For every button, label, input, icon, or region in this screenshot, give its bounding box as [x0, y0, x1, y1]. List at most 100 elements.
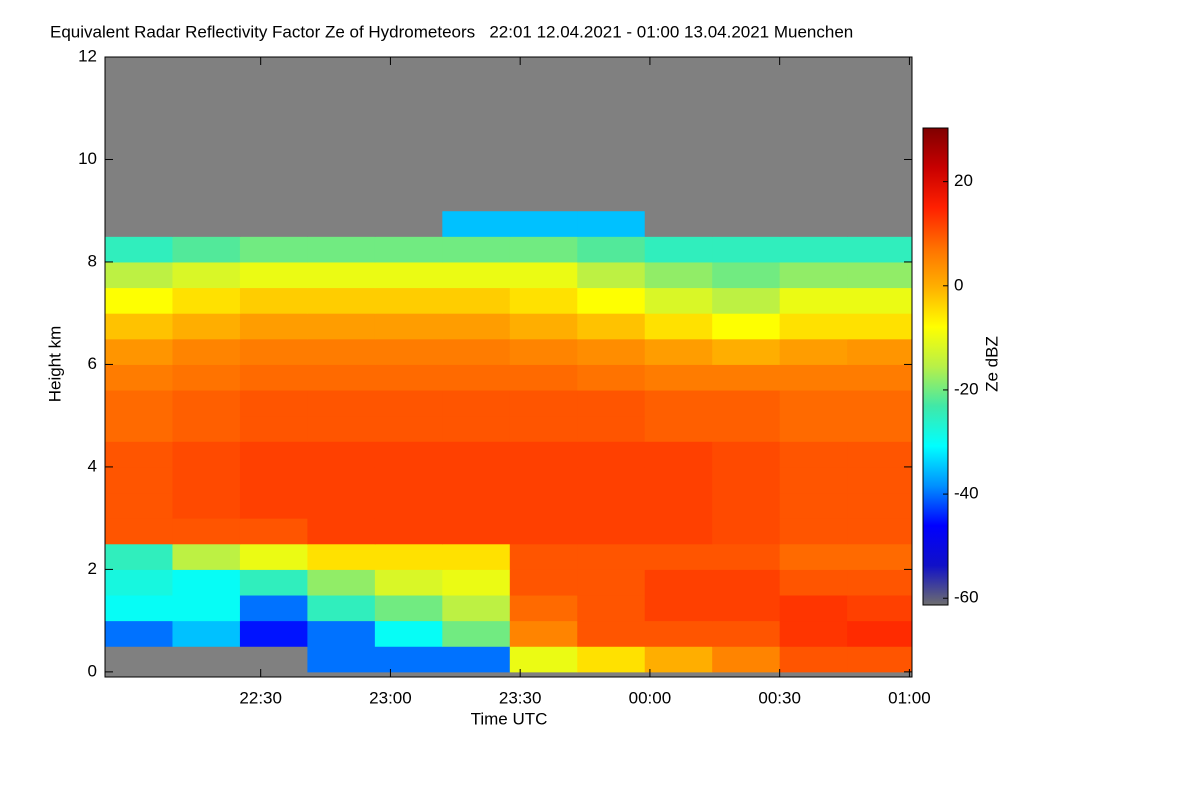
heatmap-cell: [509, 466, 578, 494]
heatmap-cell: [712, 595, 781, 622]
heatmap-cell: [105, 595, 173, 622]
heatmap-cell: [172, 518, 241, 545]
heatmap-cell: [644, 466, 713, 494]
heatmap-cell: [577, 57, 646, 84]
heatmap-cell: [779, 338, 848, 365]
heatmap-cell: [644, 543, 713, 570]
heatmap-cell: [509, 261, 578, 289]
heatmap-cell: [307, 441, 376, 468]
heatmap-cell: [509, 569, 578, 596]
heatmap-cell: [105, 57, 173, 84]
heatmap-cell: [239, 236, 308, 263]
heatmap-cell: [105, 492, 173, 519]
heatmap-cell: [644, 185, 713, 212]
heatmap-cell: [307, 620, 376, 647]
heatmap-cell: [509, 543, 578, 570]
heatmap-cell: [442, 364, 511, 391]
heatmap-cell: [577, 236, 646, 263]
heatmap-cell: [712, 313, 781, 340]
heatmap-cell: [239, 518, 308, 545]
heatmap-cell: [779, 415, 848, 442]
heatmap-cell: [442, 620, 511, 647]
heatmap-cell: [712, 441, 781, 468]
x-tick-label: 01:00: [888, 688, 931, 707]
heatmap-cell: [712, 466, 781, 494]
y-tick-label: 12: [78, 46, 97, 65]
heatmap-cell: [105, 133, 173, 160]
heatmap-cell: [779, 287, 848, 314]
heatmap-cell: [509, 338, 578, 365]
y-tick-label: 0: [88, 661, 97, 680]
heatmap-cell: [644, 595, 713, 622]
heatmap-cell: [712, 287, 781, 314]
heatmap-cell: [577, 569, 646, 596]
heatmap-cell: [239, 82, 308, 109]
heatmap-cell: [847, 441, 913, 468]
heatmap-cell: [374, 595, 443, 622]
heatmap-cell: [374, 159, 443, 186]
heatmap-cell: [712, 210, 781, 237]
heatmap-cell: [577, 210, 646, 237]
heatmap-cell: [779, 569, 848, 596]
heatmap-cell: [172, 82, 241, 109]
heatmap-cell: [509, 287, 578, 314]
x-tick-label: 00:30: [758, 688, 801, 707]
heatmap-cell: [577, 466, 646, 494]
heatmap-cell: [442, 569, 511, 596]
heatmap-cell: [442, 287, 511, 314]
heatmap-cell: [509, 236, 578, 263]
heatmap-cell: [577, 159, 646, 186]
heatmap-cell: [442, 236, 511, 263]
heatmap-cell: [847, 57, 913, 84]
heatmap-cell: [307, 364, 376, 391]
heatmap-cell: [712, 133, 781, 160]
heatmap-cell: [239, 390, 308, 417]
heatmap-cell: [779, 159, 848, 186]
heatmap-cell: [105, 620, 173, 647]
heatmap-cell: [374, 646, 443, 673]
colorbar-tick-label: -20: [954, 379, 979, 398]
heatmap-cell: [105, 569, 173, 596]
plot-frame: [104, 56, 913, 678]
heatmap-cell: [172, 338, 241, 365]
heatmap-cell: [847, 492, 913, 519]
heatmap-cell: [172, 185, 241, 212]
heatmap-cell: [644, 261, 713, 289]
heatmap-cell: [509, 364, 578, 391]
heatmap-cell: [172, 133, 241, 160]
heatmap-cell: [374, 620, 443, 647]
heatmap-cell: [847, 185, 913, 212]
heatmap-cell: [442, 466, 511, 494]
heatmap-cell: [307, 595, 376, 622]
heatmap-cell: [509, 390, 578, 417]
colorbar-tick-label: -60: [954, 588, 979, 607]
heatmap-cell: [847, 287, 913, 314]
heatmap-cell: [239, 261, 308, 289]
heatmap-cell: [374, 185, 443, 212]
heatmap-cell: [779, 108, 848, 135]
heatmap-cell: [847, 543, 913, 570]
heatmap-cell: [509, 595, 578, 622]
heatmap-cell: [779, 595, 848, 622]
heatmap-cell: [239, 108, 308, 135]
heatmap-cell: [172, 620, 241, 647]
heatmap-cell: [105, 364, 173, 391]
heatmap-cell: [644, 236, 713, 263]
heatmap-cell: [374, 415, 443, 442]
heatmap-cell: [374, 569, 443, 596]
heatmap-cell: [779, 133, 848, 160]
heatmap-cell: [442, 492, 511, 519]
y-axis-label: Height km: [45, 326, 64, 403]
heatmap-cell: [847, 210, 913, 237]
heatmap-cell: [307, 108, 376, 135]
heatmap-cell: [239, 313, 308, 340]
x-tick-label: 00:00: [629, 688, 672, 707]
heatmap-cell: [307, 133, 376, 160]
x-tick-label: 23:00: [369, 688, 412, 707]
heatmap-cell: [105, 646, 173, 673]
heatmap-cell: [307, 159, 376, 186]
heatmap-cell: [577, 338, 646, 365]
heatmap-cell: [172, 287, 241, 314]
heatmap-cell: [307, 415, 376, 442]
heatmap-cell: [644, 57, 713, 84]
